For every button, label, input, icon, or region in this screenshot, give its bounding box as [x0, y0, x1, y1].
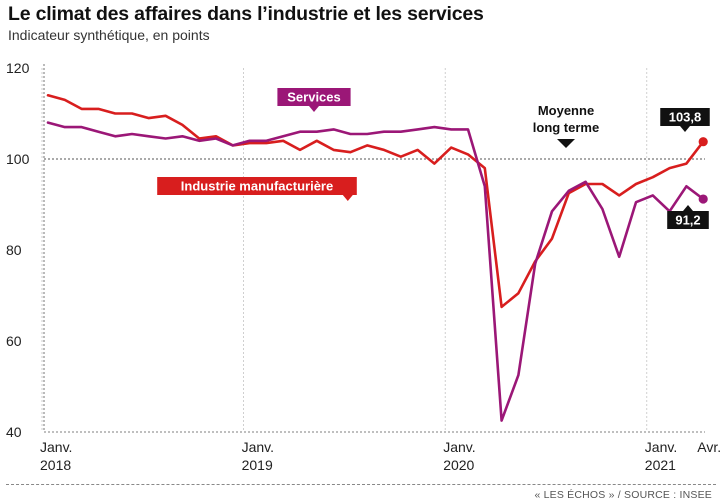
chart-title: Le climat des affaires dans l’industrie … [8, 3, 484, 25]
series-label-industrie: Industrie manufacturière [157, 177, 357, 201]
x-tick-year: 2018 [40, 457, 71, 473]
chart-subtitle: Indicateur synthétique, en points [8, 27, 210, 43]
reference-line: Moyenne long terme [44, 103, 705, 160]
series-label-industrie-box [157, 177, 357, 195]
y-tick-label: 40 [6, 424, 22, 440]
y-tick-label: 100 [6, 151, 30, 167]
series-labels: Services Industrie manufacturière 103,8 91,… [157, 88, 710, 229]
reference-label-line2: long terme [533, 120, 599, 135]
x-tick-year: 2021 [645, 457, 676, 473]
y-tick-label: 80 [6, 242, 22, 258]
series-label-industrie-pointer [342, 195, 353, 201]
value-label-services-text: 91,2 [675, 213, 700, 228]
y-tick-label: 60 [6, 333, 22, 349]
x-tick-label: Janv. [242, 439, 274, 455]
source-note: « LES ÉCHOS » / SOURCE : INSEE [534, 489, 712, 501]
series-label-services-box [277, 88, 351, 106]
series-line-industrie [46, 94, 705, 309]
series-endpoint-services [698, 194, 708, 204]
reference-pointer-arrow [557, 139, 575, 148]
footer-divider [6, 484, 716, 485]
x-tick-label: Janv. [40, 439, 72, 455]
value-label-industrie: 103,8 [660, 108, 710, 132]
series-label-industrie-text: Industrie manufacturière [181, 179, 333, 194]
series-lines [46, 94, 708, 422]
x-tick-label: Janv. [645, 439, 677, 455]
value-label-services-box [667, 211, 709, 229]
x-tick-label: Avr. [697, 439, 721, 455]
value-label-services: 91,2 [667, 205, 709, 229]
x-tick-year: 2019 [242, 457, 273, 473]
x-tick-label: Janv. [443, 439, 475, 455]
y-axis: 40 60 80 100 120 [6, 60, 45, 440]
series-label-services: Services [277, 88, 351, 112]
x-tick-year: 2020 [443, 457, 474, 473]
value-label-industrie-box [660, 108, 710, 126]
reference-label-line1: Moyenne [538, 103, 594, 118]
series-label-services-pointer [309, 106, 319, 112]
x-axis: Janv. 2018 Janv. 2019 Janv. 2020 Janv. 2021 Avr. [40, 68, 721, 473]
value-label-services-pointer [683, 205, 693, 211]
series-line-services [46, 121, 705, 422]
value-label-industrie-pointer [680, 126, 690, 132]
series-endpoint-industrie [698, 137, 708, 147]
value-label-industrie-text: 103,8 [669, 110, 702, 125]
y-tick-label: 120 [6, 60, 30, 76]
series-label-services-text: Services [287, 90, 341, 105]
